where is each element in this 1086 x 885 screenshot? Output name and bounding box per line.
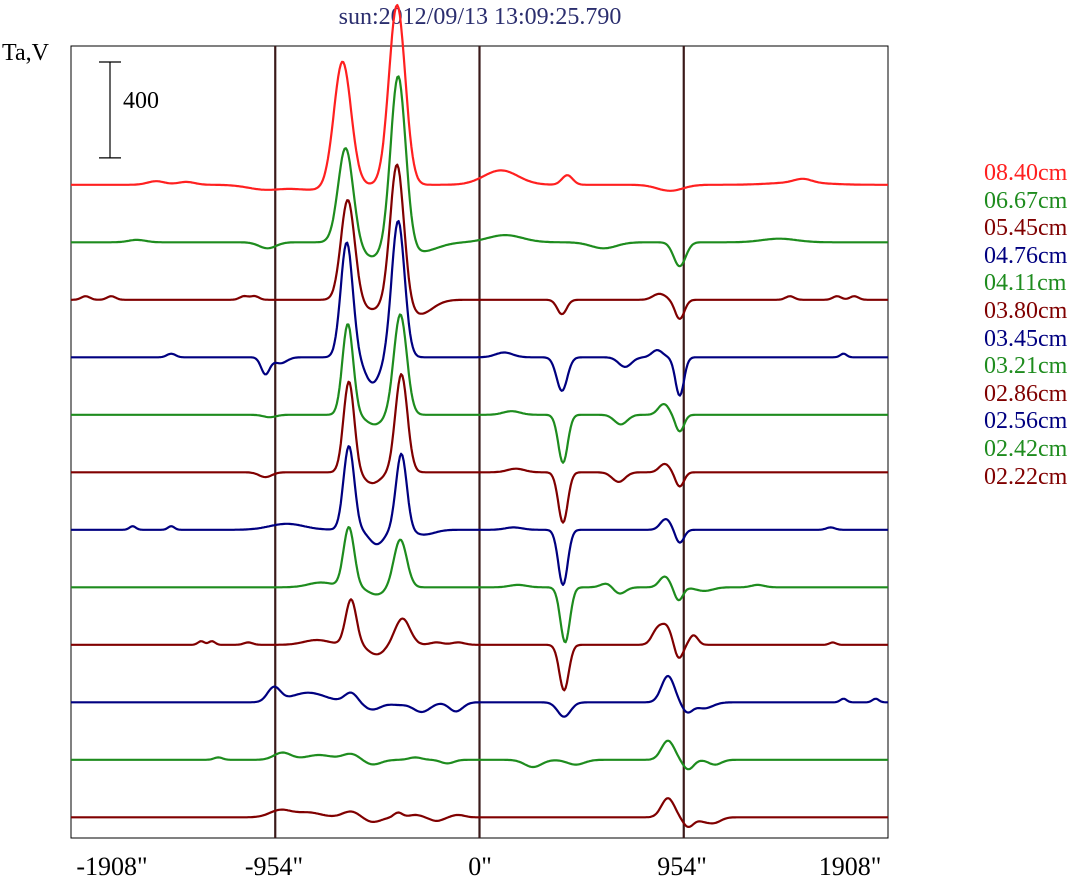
legend: 08.40cm 06.67cm 05.45cm 04.76cm 04.11cm 03.80… [984, 160, 1067, 491]
series-line [71, 220, 888, 397]
scale-bar-label: 400 [123, 88, 159, 114]
legend-entry: 03.45cm [984, 325, 1068, 352]
legend-entry: 02.42cm [984, 435, 1068, 462]
legend-entry: 02.86cm [984, 380, 1068, 407]
legend-entry: 04.11cm [984, 270, 1067, 297]
x-tick-label: 954" [657, 852, 707, 881]
series-line [71, 3, 888, 192]
y-axis-label: Ta,V [2, 40, 49, 66]
series-line [71, 598, 888, 692]
x-tick-label: -954" [244, 852, 304, 881]
series-line [71, 163, 888, 320]
legend-entry: 04.76cm [984, 242, 1068, 269]
x-tick-label: 1908" [818, 852, 882, 881]
x-tick-label: -1908" [76, 852, 148, 881]
legend-entry: 02.22cm [984, 463, 1068, 490]
series-line [71, 373, 888, 524]
series-line [71, 525, 888, 644]
legend-entry: 06.67cm [984, 187, 1068, 214]
series-line [71, 313, 888, 464]
legend-entry: 02.56cm [984, 408, 1068, 435]
series-line [71, 75, 888, 268]
chart-title: sun:2012/09/13 13:09:25.790 [338, 4, 622, 30]
legend-entry: 08.40cm [984, 160, 1068, 186]
legend-entry: 03.80cm [984, 297, 1068, 324]
series-line [71, 445, 888, 587]
legend-entry: 05.45cm [984, 215, 1068, 242]
series-line [71, 674, 888, 718]
series-line [71, 739, 888, 771]
x-tick-label: 0" [468, 852, 492, 881]
legend-entry: 03.21cm [984, 353, 1068, 380]
series-line [71, 797, 888, 829]
